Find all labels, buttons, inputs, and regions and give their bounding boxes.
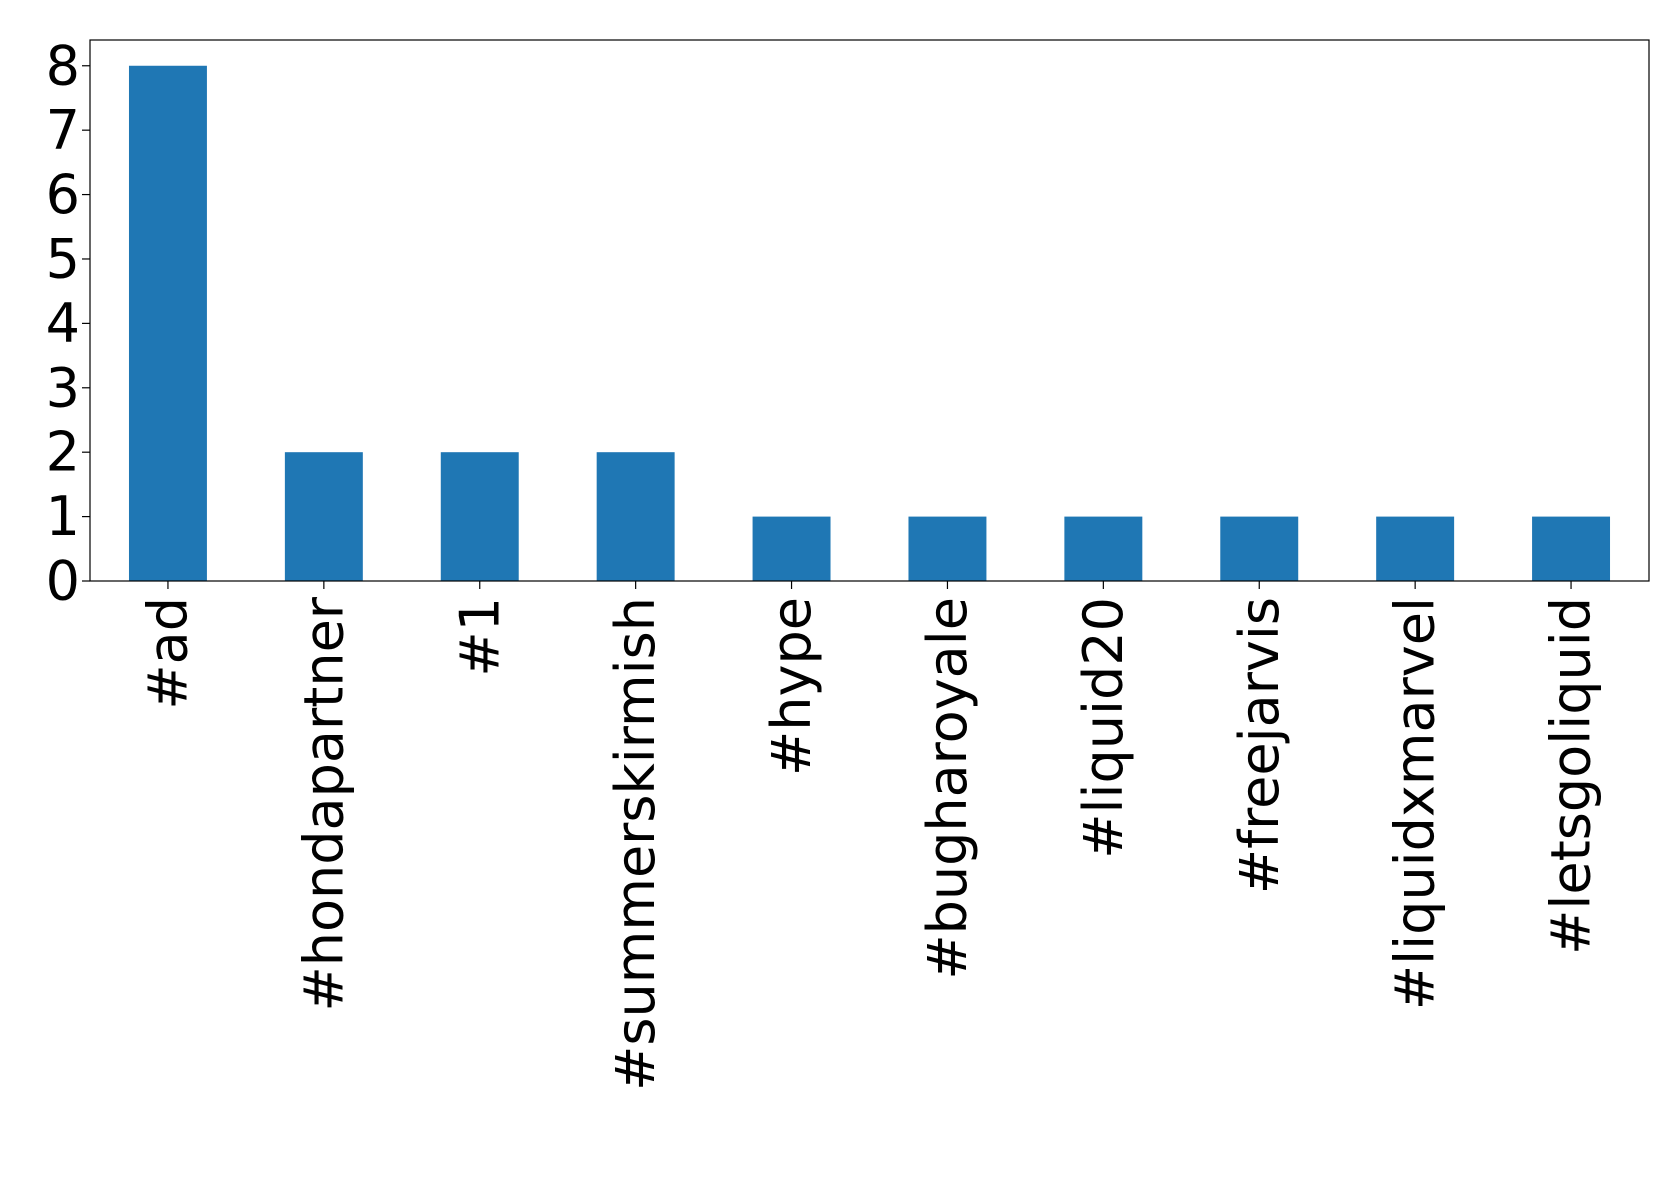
x-tick-label: #summerskirmish (604, 597, 667, 1091)
bar (1532, 516, 1611, 581)
y-tick-label: 0 (46, 550, 80, 613)
x-tick-label: #ad (136, 597, 199, 710)
bar (440, 452, 519, 581)
y-tick-label: 7 (46, 99, 80, 162)
bar (1064, 516, 1143, 581)
bar (908, 516, 987, 581)
y-tick-label: 8 (46, 34, 80, 97)
bar (596, 452, 675, 581)
y-tick-label: 2 (46, 421, 80, 484)
x-tick-label: #hondapartner (292, 596, 355, 1011)
x-tick-label: #liquid20 (1072, 597, 1135, 859)
y-tick-label: 3 (46, 356, 80, 419)
y-tick-label: 6 (46, 163, 80, 226)
bar (128, 65, 207, 581)
x-tick-label: #hype (760, 597, 823, 776)
bar (1376, 516, 1455, 581)
bar (1220, 516, 1299, 581)
x-tick-label: #letsgoliquid (1540, 597, 1603, 955)
x-tick-label: #liquidxmarvel (1384, 597, 1447, 1010)
y-tick-label: 4 (46, 292, 80, 355)
y-tick-label: 5 (46, 227, 80, 290)
y-tick-label: 1 (46, 485, 80, 548)
x-tick-label: #bugharoyale (916, 597, 979, 980)
plot-frame (89, 39, 1650, 582)
bar (284, 452, 363, 581)
x-tick-label: #1 (448, 597, 511, 677)
x-tick-label: #freejarvis (1228, 597, 1291, 894)
bar (752, 516, 831, 581)
